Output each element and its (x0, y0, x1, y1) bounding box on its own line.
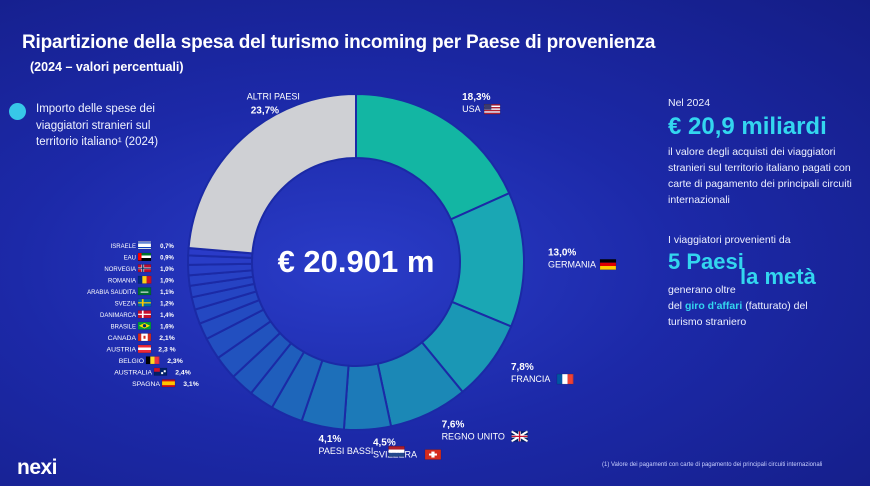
flag-dk-icon (137, 310, 152, 319)
legend-swatch (9, 103, 26, 120)
flag-fr-icon (556, 373, 574, 385)
value-label-danimarca: 1,4% (160, 313, 174, 319)
nexi-logo: nexi (17, 456, 58, 479)
flag-au-icon (153, 367, 168, 376)
flag-es-icon (161, 379, 176, 388)
value-label-usa: 18,3% (462, 92, 490, 103)
category-label-austria: AUSTRIA (107, 347, 137, 354)
value-label-spagna: 3,1% (183, 381, 199, 388)
right-line1: generano oltre (668, 284, 736, 296)
flag-be-icon (145, 356, 160, 365)
value-label-svizzera: 4,5% (373, 438, 396, 449)
chart-title: Ripartizione della spesa del turismo inc… (22, 32, 656, 53)
category-label-svezia: SVEZIA (115, 302, 136, 308)
category-label-francia: FRANCIA (511, 374, 551, 384)
category-label-romania: ROMANIA (108, 279, 136, 285)
chart-subtitle: (2024 – valori percentuali) (30, 60, 184, 74)
category-label-australia: AUSTRALIA (114, 370, 152, 377)
flag-no-icon (137, 264, 152, 273)
right-half: la metà (740, 264, 816, 289)
footnote: (1) Valore dei pagamenti con carte di pa… (602, 462, 823, 468)
value-label-romania: 1,0% (160, 279, 174, 285)
flag-ch-icon (424, 449, 442, 460)
flag-sa-icon (137, 287, 152, 296)
flag-ca-icon (137, 333, 152, 342)
flag-br-icon (137, 321, 152, 330)
right-description: il valore degli acquisti dei viaggiatori… (668, 146, 852, 206)
category-label-usa: USA (462, 104, 481, 114)
category-label-eau: EAU (124, 256, 136, 262)
value-label-austria: 2,3 % (158, 347, 175, 354)
flag-gb-icon (511, 430, 529, 443)
category-label-regno-unito: REGNO UNITO (442, 431, 505, 441)
flag-se-icon (137, 298, 152, 307)
category-label-spagna: SPAGNA (132, 381, 160, 388)
right-line3: turismo straniero (668, 316, 747, 328)
value-label-svezia: 1,2% (160, 302, 174, 308)
value-label-norvegia: 1,0% (160, 267, 174, 273)
slice-altri-paesi (187, 92, 357, 255)
category-label-altri-paesi: ALTRI PAESI (247, 92, 300, 102)
legend-label: Importo delle spese dei viaggiatori stra… (36, 103, 159, 148)
center-total-label: € 20.901 m (278, 244, 435, 279)
right-line2-highlight: giro d'affari (684, 300, 743, 312)
value-label-paesi-bassi: 4,1% (318, 434, 341, 445)
category-label-norvegia: NORVEGIA (104, 267, 136, 273)
right-line2-pre: del (668, 300, 683, 312)
value-label-eau: 0,9% (160, 256, 174, 262)
flag-ro-icon (137, 275, 152, 284)
value-label-altri-paesi: 23,7% (251, 106, 279, 117)
flag-ae-icon (137, 252, 152, 261)
flag-il-icon (137, 241, 152, 250)
value-label-belgio: 2,3% (167, 358, 183, 365)
right-lead: I viaggiatori provenienti da (668, 234, 791, 246)
value-label-germania: 13,0% (548, 247, 576, 258)
category-label-paesi-bassi: PAESI BASSI (318, 446, 373, 456)
value-label-israele: 0,7% (160, 244, 174, 250)
value-label-arabia-saudita: 1,1% (160, 290, 174, 296)
value-label-francia: 7,8% (511, 362, 534, 373)
right-countries: 5 Paesi (668, 249, 744, 274)
category-label-belgio: BELGIO (119, 358, 144, 365)
right-line2-post: (fatturato) del (745, 300, 808, 312)
flag-at-icon (137, 344, 152, 353)
value-label-brasile: 1,6% (160, 325, 174, 331)
value-label-canada: 2,1% (159, 335, 175, 342)
flag-nl-icon (388, 445, 405, 457)
value-label-australia: 2,4% (175, 370, 191, 377)
flag-de-icon (599, 259, 617, 270)
right-amount: € 20,9 miliardi (668, 113, 827, 140)
category-label-arabia-saudita: ARABIA SAUDITA (87, 290, 136, 296)
category-label-danimarca: DANIMARCA (100, 313, 136, 319)
category-label-germania: GERMANIA (548, 259, 596, 269)
flag-us-icon (483, 103, 501, 115)
value-label-regno-unito: 7,6% (442, 419, 465, 430)
right-line2: del giro d'affari (fatturato) del (668, 298, 868, 314)
category-label-brasile: BRASILE (111, 325, 136, 331)
right-year: Nel 2024 (668, 97, 711, 109)
category-label-israele: ISRAELE (111, 244, 136, 250)
category-label-canada: CANADA (108, 335, 137, 342)
